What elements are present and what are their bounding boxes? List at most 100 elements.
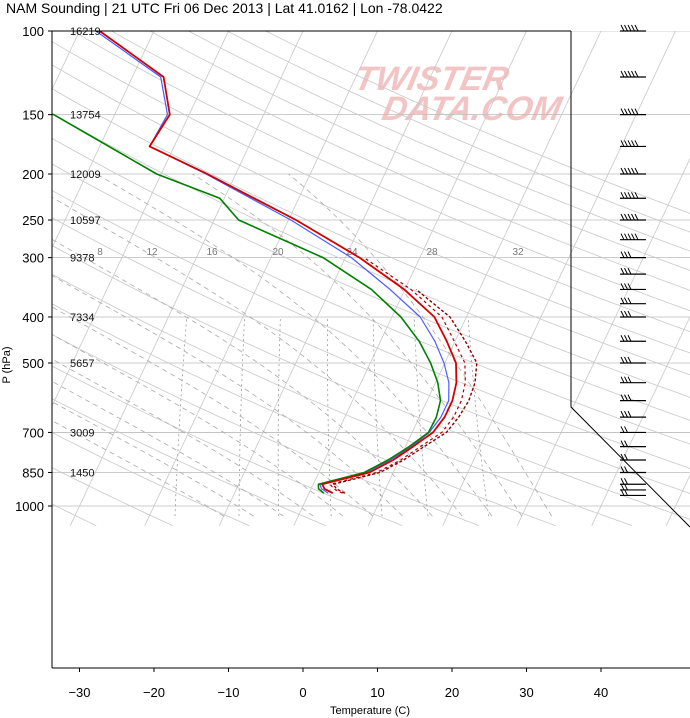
- dry-adiabat: [52, 467, 173, 527]
- isotherm: [665, 474, 690, 526]
- watermark: TWISTER DATA.COM: [351, 60, 566, 128]
- mixing-ratio-line: [238, 316, 245, 517]
- isotherm: [293, 31, 527, 526]
- mixing-ratio-line: [327, 317, 332, 517]
- wind-barb: [620, 489, 646, 497]
- wind-barb: [620, 167, 646, 175]
- x-tick-label: 30: [519, 685, 533, 700]
- wind-barb: [620, 70, 646, 78]
- wind-barb: [620, 426, 646, 434]
- dry-adiabat: [52, 41, 690, 332]
- wind-barb: [620, 108, 646, 116]
- wind-barb: [620, 410, 646, 418]
- wind-barb: [620, 466, 646, 474]
- mixing-ratio-label: 12: [146, 247, 158, 258]
- height-label: 16219: [70, 26, 101, 38]
- dewpoint-trace: [52, 113, 442, 494]
- moist-adiabat: [52, 238, 433, 517]
- wind-barb: [620, 267, 646, 275]
- chart-title: NAM Sounding | 21 UTC Fri 06 Dec 2013 | …: [6, 0, 443, 16]
- moist-adiabat: [52, 358, 314, 517]
- wind-barb: [620, 310, 646, 318]
- wind-barb: [620, 453, 646, 461]
- temperature-trace: [99, 31, 458, 494]
- parcel-trace: [332, 288, 478, 494]
- y-axis-label: P (hPa): [1, 346, 13, 383]
- wind-barbs: [620, 24, 646, 497]
- isotherm: [52, 31, 80, 91]
- x-axis-label: Temperature (C): [330, 705, 410, 717]
- dry-adiabat: [52, 88, 690, 376]
- p-tick-label: 150: [22, 108, 44, 123]
- isotherm: [442, 31, 676, 526]
- x-tick-label: 20: [445, 685, 459, 700]
- isotherm: [69, 31, 304, 526]
- height-label: 12009: [70, 169, 101, 181]
- wind-barb: [620, 394, 646, 402]
- p-tick-label: 700: [22, 425, 44, 440]
- mixing-ratio-line: [467, 316, 489, 517]
- dry-adiabat: [52, 189, 690, 469]
- p-tick-label: 200: [22, 167, 44, 182]
- wind-barb: [620, 213, 646, 221]
- isotherm: [0, 20, 10, 525]
- height-label: 5657: [70, 358, 94, 370]
- isotherm: [52, 31, 155, 249]
- wind-barb: [620, 297, 646, 305]
- dry-adiabat: [52, 64, 690, 354]
- moist-adiabat: [52, 306, 374, 517]
- dry-adiabat: [187, 31, 690, 252]
- p-tick-label: 300: [22, 251, 44, 266]
- moist-adiabat: [52, 274, 403, 517]
- dry-adiabat: [52, 137, 690, 421]
- x-tick-label: −10: [217, 685, 239, 700]
- moist-adiabat: [52, 380, 284, 517]
- grid: 8 12 16 20 24 28 32: [0, 20, 690, 527]
- p-tick-label: 400: [22, 310, 44, 325]
- x-tick-label: 0: [299, 685, 306, 700]
- height-label: 1450: [70, 467, 94, 479]
- dry-adiabat: [226, 31, 690, 233]
- mixing-ratio-line: [277, 316, 281, 517]
- dry-adiabat: [52, 365, 403, 527]
- isotherm: [144, 31, 378, 526]
- wind-barb: [620, 335, 646, 342]
- p-tick-label: 500: [22, 356, 44, 371]
- hodograph-border: [570, 31, 690, 528]
- height-label: 9378: [70, 253, 94, 265]
- dry-adiabat: [52, 163, 690, 445]
- wind-barb: [620, 356, 646, 364]
- x-tick-label: −30: [68, 685, 90, 700]
- height-labels: 16219 13754 12009 10597 9378 7334 5657 3009 1450: [70, 26, 101, 479]
- moist-adiabat: [96, 173, 493, 517]
- mixing-ratio-label: 16: [206, 247, 218, 258]
- dry-adiabat: [149, 31, 690, 271]
- height-label: 10597: [70, 215, 101, 227]
- height-label: 13754: [70, 110, 101, 122]
- p-tick-label: 1000: [15, 499, 44, 514]
- dry-adiabat: [52, 398, 327, 527]
- watermark-line1: TWISTER: [351, 60, 512, 98]
- mixing-ratio-label: 8: [97, 247, 103, 258]
- dry-adiabat: [110, 31, 690, 291]
- dry-adiabat: [52, 303, 556, 527]
- moist-adiabat: [52, 401, 254, 517]
- isotherm: [516, 157, 690, 526]
- height-label: 7334: [70, 312, 94, 324]
- p-tick-label: 100: [22, 24, 44, 39]
- wind-barb: [620, 24, 646, 32]
- mixing-ratio-label: 28: [426, 247, 438, 258]
- plot-frame: [51, 30, 690, 669]
- moist-adiabat: [52, 196, 463, 517]
- dry-adiabat: [52, 245, 690, 520]
- p-tick-label: 850: [22, 465, 44, 480]
- dry-adiabat: [52, 503, 97, 527]
- dry-adiabat: [52, 432, 250, 527]
- wind-barb: [620, 283, 646, 291]
- mixing-ratio-line: [174, 316, 188, 517]
- isotherm: [367, 31, 602, 526]
- wind-barb: [620, 440, 646, 448]
- dry-adiabat: [72, 31, 690, 312]
- height-label: 3009: [70, 427, 94, 439]
